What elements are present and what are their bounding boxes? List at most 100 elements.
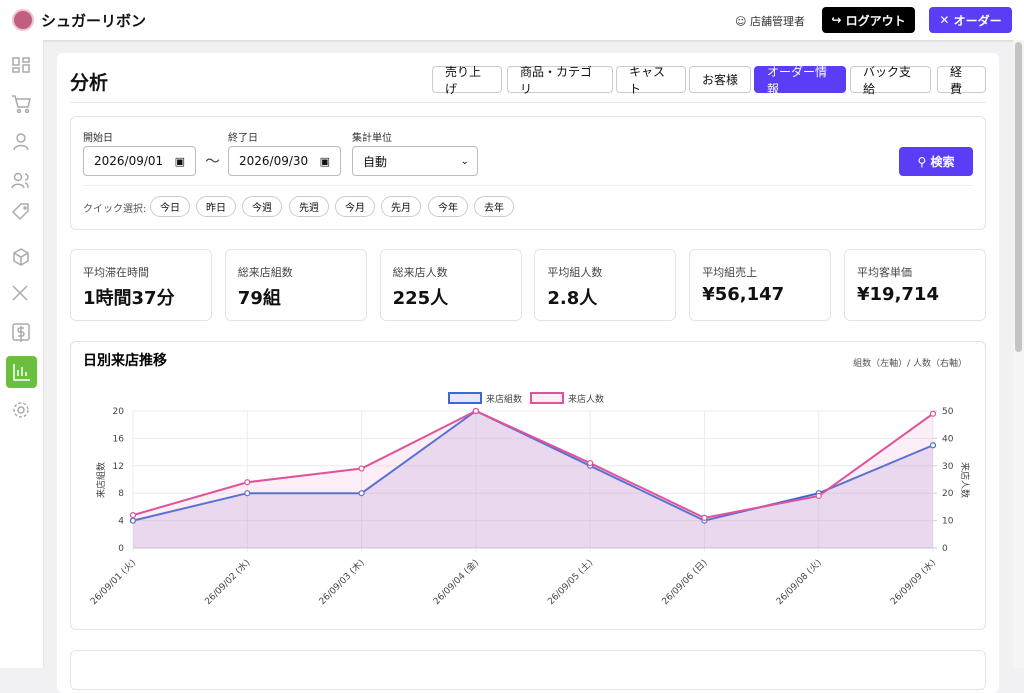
kpi-value: ¥19,714 (857, 284, 939, 305)
unit-select[interactable]: 自動 ⌄ (352, 146, 478, 176)
sidebar (0, 40, 44, 668)
end-date[interactable]: 2026/09/30 ▣ (228, 146, 341, 176)
y-tick-label: 4 (118, 517, 124, 527)
end-value: 2026/09/30 (239, 154, 309, 168)
logo (12, 9, 34, 31)
logout-button[interactable]: ↪ ログアウト (822, 7, 915, 33)
kpi-value: 225人 (392, 288, 449, 309)
quick-chip[interactable]: 今週 (242, 196, 282, 217)
point (358, 490, 365, 497)
quick-chip[interactable]: 今月 (335, 196, 375, 217)
separator: 〜 (205, 152, 221, 170)
y-tick-label: 20 (113, 407, 125, 417)
unit-value: 自動 (363, 154, 388, 169)
point (244, 479, 251, 486)
x-tick-label: 26/09/04 (金) (431, 557, 481, 607)
search: 検索 (930, 155, 955, 169)
logout: ログアウト (845, 13, 906, 28)
quick-chip[interactable]: 今年 (428, 196, 468, 217)
divider (83, 185, 973, 186)
point (929, 410, 937, 417)
point (129, 512, 137, 519)
kpi-label: 平均組人数 (547, 266, 603, 279)
search-button[interactable]: ⚲ 検索 (899, 147, 973, 176)
app-name: シュガーリボン (41, 12, 147, 30)
unit-label: 集計単位 (352, 133, 392, 144)
y-tick-label: 0 (118, 544, 124, 554)
y-tick-label: 8 (118, 489, 124, 499)
y-tick-label: 12 (113, 462, 124, 472)
kpi-label: 平均組売上 (702, 266, 758, 279)
scroll-thumb[interactable] (1015, 42, 1022, 352)
annotation: 組数（左軸）/ 人数（右軸） (853, 357, 967, 369)
x-tick-label: 26/09/09 (水) (888, 557, 938, 607)
tab[interactable]: キャスト (616, 65, 686, 96)
quick-chip[interactable]: 今日 (150, 196, 190, 217)
user-name: ☺ 店舗管理者 (735, 15, 805, 28)
x-tick-label: 26/09/06 (日) (660, 557, 710, 607)
y2-axis-label: 来店人数 (959, 462, 971, 498)
kpi-value: 1時間37分 (83, 288, 175, 309)
tab[interactable]: お客様 (689, 66, 751, 93)
quick-chip[interactable]: 去年 (474, 196, 514, 217)
legend-swatch (448, 392, 482, 404)
kpi-card (689, 249, 832, 321)
kpi-card (224, 249, 367, 321)
point (358, 465, 365, 472)
quick-chip[interactable]: 先週 (289, 196, 329, 217)
quick-label: クイック選択: (83, 204, 147, 215)
order: オーダー (953, 13, 1002, 28)
tab[interactable]: 商品・カテゴリ (507, 65, 613, 96)
end-label: 終了日 (228, 133, 258, 144)
x-tick-label: 26/09/02 (水) (202, 557, 252, 607)
kpi-label: 総来店人数 (392, 266, 448, 279)
kpi-card (844, 249, 986, 321)
point (929, 442, 937, 449)
start-date[interactable]: 2026/09/01 ▣ (83, 146, 196, 176)
kpi-label: 総来店組数 (237, 266, 293, 279)
start-label: 開始日 (83, 133, 113, 144)
y2-tick-label: 30 (942, 462, 954, 472)
header: シュガーリボン ☺ 店舗管理者 ↪ ログアウト ✕ オーダー (0, 0, 1024, 40)
point (244, 490, 251, 497)
quick-chip[interactable]: 先月 (381, 196, 421, 217)
page-title: 分析 (70, 72, 109, 94)
order-button[interactable]: ✕ オーダー (929, 7, 1012, 33)
kpi-card (534, 249, 677, 321)
divider (70, 102, 986, 103)
kpi-card (379, 249, 522, 321)
kpi-label: 平均客単価 (857, 266, 912, 279)
start-value: 2026/09/01 (94, 154, 164, 168)
tab[interactable]: 経費 (937, 65, 986, 96)
sidebar-icons (6, 57, 37, 418)
x-tick-label: 26/09/01 (火) (88, 557, 138, 607)
y2-tick-label: 10 (942, 517, 954, 527)
x-tick-label: 26/09/03 (木) (316, 557, 366, 607)
user: 店舗管理者 (749, 15, 805, 28)
point (815, 492, 822, 500)
line (132, 409, 934, 522)
scrollbar (1013, 40, 1024, 668)
x-tick-label: 26/09/05 (土) (545, 557, 595, 607)
chart-title: 日別来店推移 (83, 352, 167, 369)
kpi-value: 79組 (237, 288, 281, 309)
kpi-label: 平均滞在時間 (83, 266, 149, 279)
tab[interactable]: 売り上げ (432, 65, 502, 96)
point (587, 459, 594, 467)
y-axis-label: 来店組数 (95, 462, 107, 498)
point (701, 514, 708, 521)
legend-label: 来店組数 (486, 393, 522, 405)
area (133, 411, 933, 548)
tab[interactable]: バック支給 (850, 65, 931, 96)
y2-tick-label: 50 (942, 407, 954, 417)
y2-tick-label: 0 (942, 544, 948, 554)
tab[interactable]: オーダー情報 (754, 65, 846, 96)
legend-label: 来店人数 (568, 393, 604, 405)
kpi-value: 2.8人 (547, 288, 598, 309)
chart: 日別来店推移 組数（左軸）/ 人数（右軸） 来店組数 来店人数 0 4 8 12 16 2… (83, 352, 971, 607)
x-tick-label: 26/09/08 (火) (774, 557, 824, 607)
quick-chip[interactable]: 昨日 (196, 196, 236, 217)
y2-tick-label: 40 (942, 434, 954, 444)
y2-tick-label: 20 (942, 489, 954, 499)
